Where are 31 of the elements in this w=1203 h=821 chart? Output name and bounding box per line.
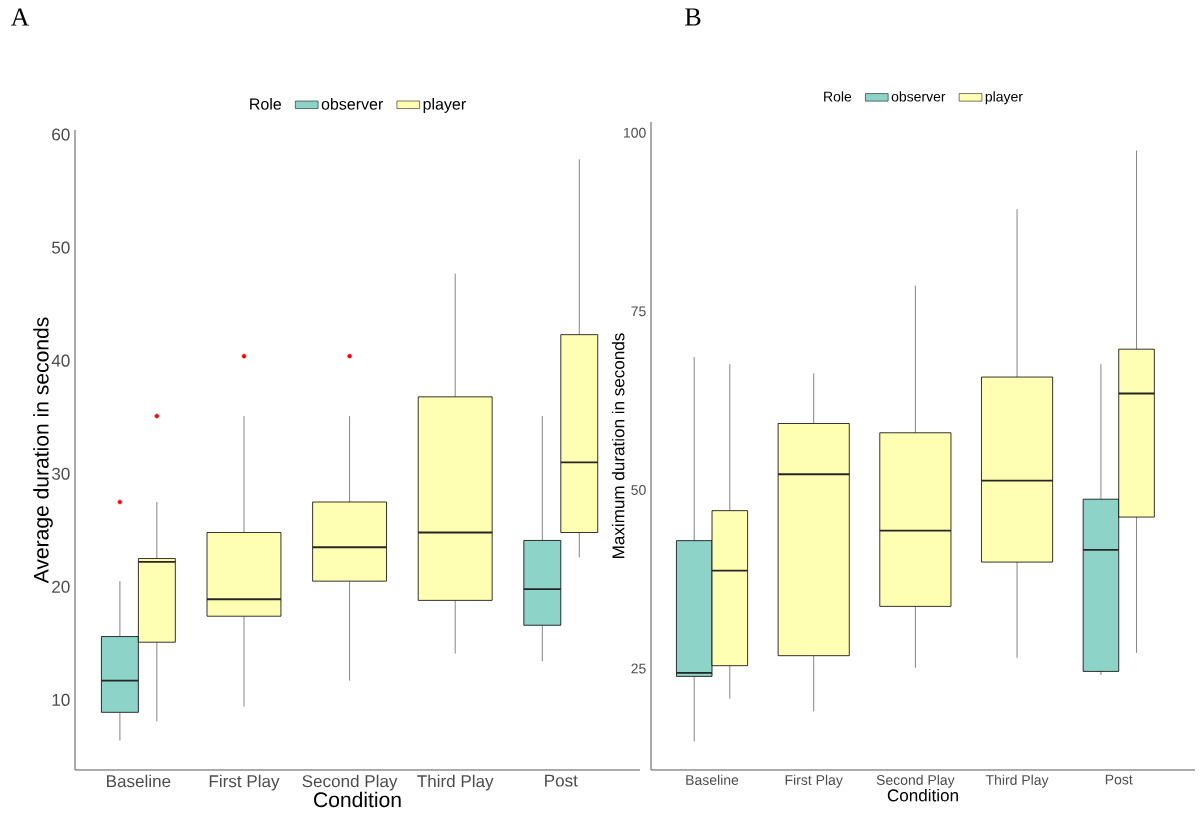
y-tick-label: 60 <box>52 128 70 141</box>
x-tick-label: Third Play <box>417 774 494 791</box>
legend-title: Role <box>250 98 282 110</box>
y-tick-label: 25 <box>631 663 646 674</box>
x-tick-label: Second Play <box>876 774 955 788</box>
y-tick-label: 50 <box>631 484 646 495</box>
y-tick-label: 20 <box>52 580 70 593</box>
x-tick-label: Second Play <box>302 774 398 791</box>
y-tick-label: 50 <box>52 241 70 254</box>
y-tick-label: 75 <box>631 306 646 317</box>
y-tick-label: 10 <box>52 693 70 706</box>
x-tick-label: First Play <box>785 774 843 788</box>
x-tick-label: Third Play <box>985 774 1049 788</box>
y-axis-title: Maximum duration in seconds <box>611 333 625 558</box>
legend-label: observer <box>891 91 946 102</box>
legend-label: observer <box>321 98 384 110</box>
y-tick-label: 100 <box>624 127 646 138</box>
x-axis-title: Condition <box>887 788 958 802</box>
chart-title: B <box>685 8 701 26</box>
x-tick-label: Post <box>545 774 578 787</box>
x-axis-title: Condition <box>314 791 401 808</box>
chart-title: A <box>10 8 30 26</box>
x-tick-label: Baseline <box>686 774 739 785</box>
x-tick-label: Post <box>1105 774 1133 785</box>
legend-title: Role <box>824 91 852 102</box>
legend-label: player <box>985 91 1023 105</box>
y-tick-label: 30 <box>51 467 70 480</box>
x-tick-label: Baseline <box>107 774 171 788</box>
x-tick-label: First Play <box>209 774 280 791</box>
legend-label: player <box>423 98 466 113</box>
y-tick-label: 40 <box>51 354 70 367</box>
